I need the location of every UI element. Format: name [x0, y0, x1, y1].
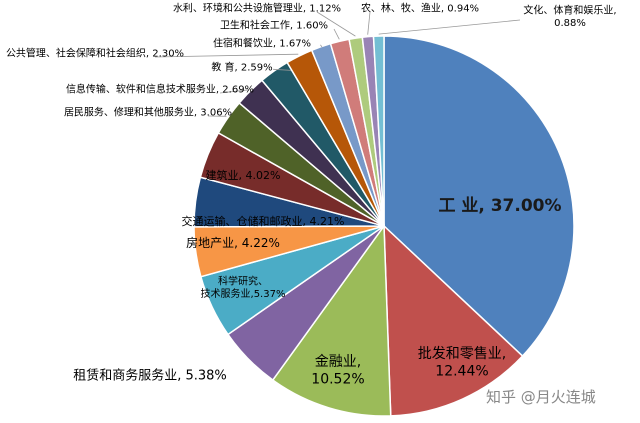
pie-label-real-estate: 房地产业, 4.22%: [186, 235, 280, 250]
pie-label-culture-sports: 文化、体育和娱乐业, 0.88%: [523, 3, 616, 29]
pie-label-finance: 金融业, 10.52%: [311, 354, 364, 388]
pie-label-resident-services: 居民服务、修理和其他服务业, 3.06%: [64, 106, 232, 119]
pie-slice-finance: [271, 223, 392, 417]
leader-line-it-software: [219, 89, 249, 94]
pie-label-construction: 建筑业, 4.02%: [206, 168, 281, 182]
pie-label-public-admin: 公共管理、社会保障和社会组织, 2.30%: [6, 47, 184, 60]
watermark: 知乎 @月火连城: [486, 388, 596, 406]
pie-label-health-social: 卫生和社会工作, 1.60%: [220, 19, 328, 32]
pie-label-leasing-business: 租赁和商务服务业, 5.38%: [73, 368, 227, 384]
leader-line-agriculture: [367, 11, 371, 35]
pie-slice-culture-sports: [372, 35, 385, 227]
pie-label-science-tech: 科学研究、技术服务业,5.37%: [201, 274, 286, 300]
leader-line-culture-sports: [378, 19, 521, 35]
leader-line-accommodation-catering: [320, 44, 323, 48]
pie-slice-industry: [383, 35, 575, 358]
pie-label-transport: 交通运输、仓储和邮政业, 4.21%: [182, 214, 345, 228]
leader-line-health-social: [333, 28, 340, 40]
pie-label-it-software: 信息传输、软件和信息技术服务业, 2.69%: [66, 83, 254, 96]
leader-line-public-admin: [154, 53, 299, 58]
leader-line-water-environment: [316, 11, 356, 37]
pie-label-accommodation-catering: 住宿和餐饮业, 1.67%: [213, 37, 311, 50]
pie-label-agriculture: 农、林、牧、渔业, 0.94%: [361, 2, 479, 15]
pie-label-water-environment: 水利、环境和公共设施管理业, 1.12%: [173, 2, 341, 15]
pie-label-wholesale-retail: 批发和零售业, 12.44%: [418, 346, 506, 380]
pie-label-education: 教 育, 2.59%: [211, 61, 272, 74]
pie-label-industry: 工 业, 37.00%: [438, 196, 561, 216]
pie-slice-wholesale-retail: [383, 224, 524, 417]
